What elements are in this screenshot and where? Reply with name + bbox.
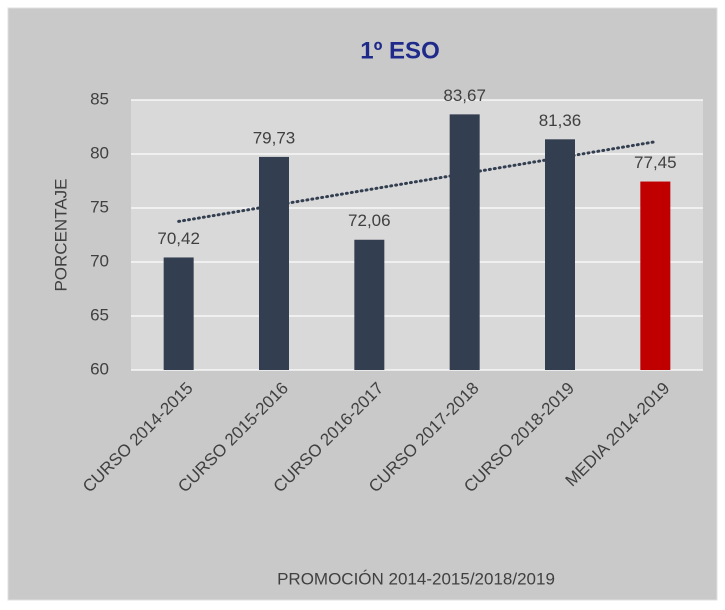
y-tick-label: 75 [90,197,109,216]
data-label: 70,42 [157,229,200,248]
x-axis-title: PROMOCIÓN 2014-2015/2018/2019 [277,569,555,588]
bar [545,139,575,370]
y-axis-title: PORCENTAJE [51,178,70,291]
y-tick-label: 85 [90,89,109,108]
chart-title: 1º ESO [360,37,439,64]
bar [163,257,194,370]
data-label: 72,06 [348,211,391,230]
plot-area [131,100,703,370]
bar [449,114,480,370]
data-label: 81,36 [539,111,582,130]
data-label: 83,67 [443,86,486,105]
bar [354,239,385,370]
y-tick-label: 65 [90,305,109,324]
y-tick-label: 70 [90,251,109,270]
data-label: 77,45 [634,153,677,172]
bar [640,181,671,370]
bar [259,156,289,370]
trendline [177,140,657,223]
y-tick-label: 80 [90,143,109,162]
data-label: 79,73 [253,128,296,147]
y-tick-label: 60 [90,359,109,378]
